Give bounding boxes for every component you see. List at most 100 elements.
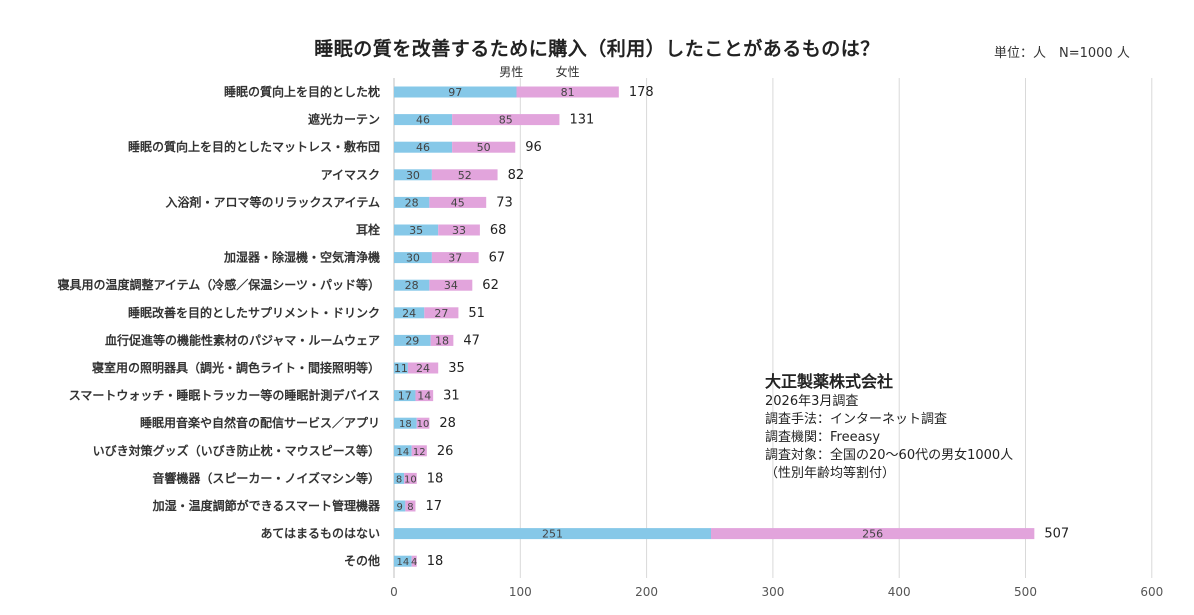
bar-male [394, 307, 425, 319]
bar-female [429, 196, 487, 208]
bar-total-value: 62 [482, 278, 499, 293]
bar-female-value: 14 [417, 390, 431, 403]
bar-total-value: 47 [463, 333, 480, 348]
bar-female [407, 362, 439, 374]
bar-male [394, 169, 432, 181]
bar-male [394, 86, 517, 98]
bar-female-value: 81 [561, 86, 575, 99]
bar-total-value: 68 [490, 223, 507, 238]
x-tick-label: 500 [1014, 585, 1037, 599]
bar-female [452, 114, 560, 126]
bar-male-value: 35 [409, 224, 423, 237]
bar-female [424, 307, 459, 319]
category-label: 睡眠改善を目的としたサプリメント・ドリンク [128, 305, 380, 320]
chart-title: 睡眠の質を改善するために購入（利用）したことがあるものは？ [314, 38, 880, 60]
bar-female [438, 224, 480, 236]
bar-female-value: 12 [413, 447, 426, 458]
bar-male [394, 114, 453, 126]
bar-female-value: 45 [451, 196, 465, 209]
bar-male [394, 445, 412, 457]
bar-total-value: 26 [437, 444, 454, 459]
bar-female-value: 8 [407, 502, 413, 513]
bar-female [452, 141, 516, 153]
bar-male-value: 28 [405, 279, 419, 292]
note-line: 調査対象：全国の20〜60代の男女1000人 [765, 448, 1014, 463]
bar-total-value: 18 [427, 554, 444, 569]
bar-male [394, 472, 405, 484]
category-label: アイマスク [321, 168, 380, 182]
bar-female [405, 500, 416, 512]
bar-total-value: 67 [489, 251, 506, 266]
bar-female-value: 27 [434, 307, 448, 320]
bar-male [394, 417, 417, 429]
x-tick-label: 300 [761, 585, 784, 599]
bar-total-value: 18 [427, 471, 444, 486]
bar-female-value: 18 [435, 334, 449, 347]
bar-female-value: 4 [411, 557, 417, 568]
note-company: 大正製薬株式会社 [765, 372, 894, 391]
x-tick-label: 600 [1140, 585, 1163, 599]
category-label: 耳栓 [356, 222, 380, 237]
bar-female-value: 33 [452, 224, 466, 237]
bar-female [415, 390, 434, 402]
category-label: 音響機器（スピーカー・ノイズマシン等） [152, 470, 380, 485]
category-label: 睡眠用音楽や自然音の配信サービス／アプリ [140, 415, 380, 430]
bar-total-value: 178 [629, 85, 654, 100]
note-line: （性別年齢均等割付） [765, 466, 896, 481]
bar-male-value: 29 [405, 334, 419, 347]
bar-female [516, 86, 619, 98]
bar-female-value: 24 [416, 362, 430, 375]
x-tick-label: 0 [390, 585, 398, 599]
category-label: 加湿・温度調節ができるスマート管理機器 [152, 498, 381, 513]
bar-female-value: 50 [477, 141, 491, 154]
bar-female-value: 37 [448, 252, 462, 265]
x-tick-label: 100 [509, 585, 532, 599]
bar-female-value: 10 [417, 419, 430, 430]
category-label: あてはまるものはない [260, 527, 380, 541]
bar-total-value: 507 [1044, 527, 1069, 542]
bar-total-value: 131 [569, 113, 594, 128]
bar-male-value: 46 [416, 141, 430, 154]
bar-total-value: 82 [508, 168, 525, 183]
legend-male: 男性 [499, 65, 523, 79]
bar-male [394, 362, 408, 374]
category-label: その他 [344, 553, 380, 568]
bar-total-value: 28 [439, 416, 456, 431]
bar-female [711, 528, 1035, 540]
bar-total-value: 51 [468, 306, 485, 321]
bar-male-value: 46 [416, 114, 430, 127]
bar-female [411, 555, 417, 567]
category-label: いびき対策グッズ（いびき防止枕・マウスピース等） [93, 443, 380, 458]
unit-label: 単位：人 N=1000 人 [994, 46, 1130, 61]
bar-male [394, 141, 453, 153]
bar-male-value: 17 [398, 390, 412, 403]
category-label: 遮光カーテン [308, 112, 380, 127]
bar-male [394, 279, 430, 291]
bar-male-value: 28 [405, 196, 419, 209]
bar-male-value: 9 [396, 502, 402, 513]
category-label: 睡眠の質向上を目的とした枕 [224, 84, 380, 99]
bar-male [394, 500, 406, 512]
category-label: 入浴剤・アロマ等のリラックスアイテム [166, 194, 380, 209]
bar-male-value: 97 [448, 86, 462, 99]
bar-male-value: 251 [542, 528, 563, 541]
bar-male-value: 14 [396, 557, 409, 568]
bar-male-value: 30 [406, 252, 420, 265]
bar-male [394, 390, 416, 402]
bar-total-value: 17 [425, 499, 442, 514]
bar-male [394, 555, 412, 567]
bar-female-value: 34 [444, 279, 458, 292]
bar-female [416, 417, 430, 429]
category-label: 寝具用の温度調整アイテム（冷感／保温シーツ・パッド等） [57, 277, 380, 292]
bar-male-value: 14 [396, 447, 409, 458]
bar-male [394, 224, 439, 236]
bar-male [394, 252, 432, 264]
bar-male-value: 8 [396, 474, 402, 485]
bar-female [430, 334, 454, 346]
legend-female: 女性 [556, 64, 580, 79]
bar-female [431, 169, 498, 181]
category-label: スマートウォッチ・睡眠トラッカー等の睡眠計測デバイス [69, 388, 380, 403]
bar-total-value: 31 [443, 389, 460, 404]
